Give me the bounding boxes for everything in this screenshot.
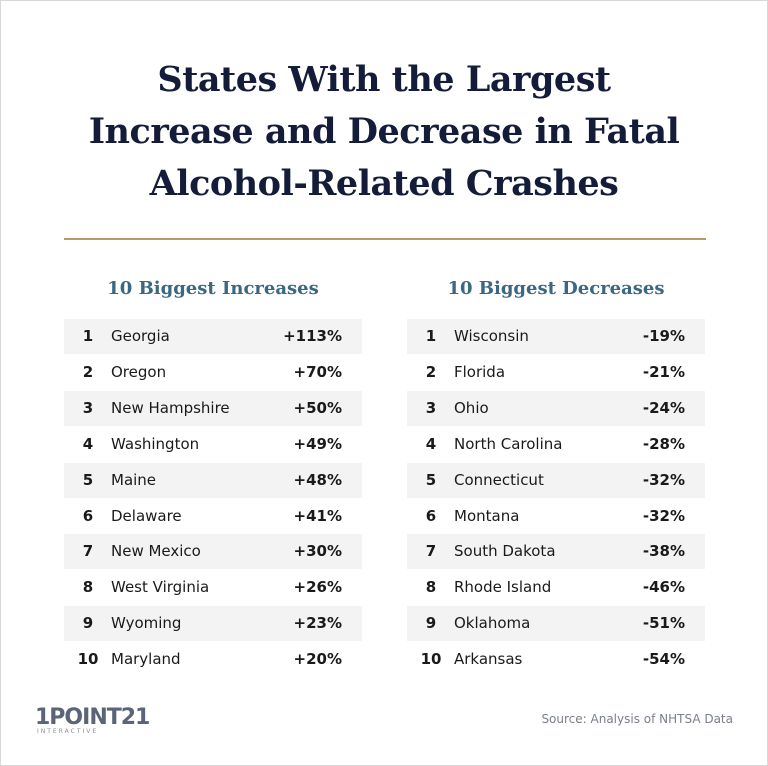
divider bbox=[64, 238, 706, 240]
percent-change: +113% bbox=[283, 327, 342, 345]
state-name: Wyoming bbox=[111, 614, 182, 633]
table-row: 8 Rhode Island -46% bbox=[407, 570, 705, 605]
state-name: South Dakota bbox=[454, 542, 556, 561]
percent-change: +26% bbox=[293, 578, 342, 597]
state-name: Washington bbox=[111, 434, 200, 453]
logo-subtitle: INTERACTIVE bbox=[37, 728, 99, 735]
table-row: 9 Oklahoma -51% bbox=[407, 606, 705, 642]
state-name: Maine bbox=[111, 470, 157, 489]
percent-change: -19% bbox=[642, 327, 685, 345]
state-name: Maryland bbox=[111, 650, 181, 669]
rank: 3 bbox=[425, 398, 437, 417]
rank: 9 bbox=[82, 614, 94, 633]
state-name: Montana bbox=[454, 506, 520, 525]
state-name: Georgia bbox=[111, 327, 170, 345]
table-row: 4 Washington +49% bbox=[64, 427, 362, 462]
logo: 1POINT21 bbox=[35, 705, 150, 730]
state-name: Rhode Island bbox=[454, 578, 552, 597]
table-row: 9 Wyoming +23% bbox=[64, 606, 362, 642]
table-row: 5 Maine +48% bbox=[64, 462, 362, 498]
percent-change: -54% bbox=[642, 650, 685, 669]
state-name: Wisconsin bbox=[454, 327, 529, 345]
table-row: 8 West Virginia +26% bbox=[64, 570, 362, 605]
rank: 4 bbox=[82, 434, 94, 453]
table-row: 6 Montana -32% bbox=[407, 499, 705, 534]
percent-change: -32% bbox=[642, 470, 685, 489]
state-name: West Virginia bbox=[111, 578, 210, 597]
percent-change: -28% bbox=[642, 434, 685, 453]
percent-change: -46% bbox=[642, 578, 685, 597]
table-row: 2 Oregon +70% bbox=[64, 355, 362, 390]
percent-change: -21% bbox=[642, 362, 685, 381]
title-line: States With the Largest bbox=[157, 59, 611, 100]
state-name: Florida bbox=[454, 362, 506, 381]
rank: 5 bbox=[425, 470, 437, 489]
state-name: Oregon bbox=[111, 362, 167, 381]
rank: 10 bbox=[77, 650, 99, 669]
state-name: New Mexico bbox=[111, 542, 201, 561]
table-row: 5 Connecticut -32% bbox=[407, 462, 705, 498]
source: Source: Analysis of NHTSA Data bbox=[541, 712, 733, 726]
rank: 6 bbox=[82, 506, 94, 525]
state-name: New Hampshire bbox=[111, 398, 230, 417]
table-row: 3 Ohio -24% bbox=[407, 390, 705, 426]
percent-change: +23% bbox=[293, 614, 342, 633]
state-name: North Carolina bbox=[454, 434, 563, 453]
rank: 4 bbox=[425, 434, 437, 453]
table-row: 7 South Dakota -38% bbox=[407, 534, 705, 570]
state-name: Arkansas bbox=[454, 650, 523, 669]
rank: 2 bbox=[425, 362, 437, 381]
rank: 8 bbox=[82, 578, 94, 597]
percent-change: -32% bbox=[642, 506, 685, 525]
table-row: 1 Wisconsin -19% bbox=[407, 319, 705, 354]
table-heading: 10 Biggest Increases bbox=[107, 278, 319, 299]
rank: 6 bbox=[425, 506, 437, 525]
table-heading: 10 Biggest Decreases bbox=[447, 278, 665, 299]
rank: 5 bbox=[82, 470, 94, 489]
rank: 10 bbox=[420, 650, 442, 669]
table-row: 10 Arkansas -54% bbox=[407, 642, 705, 677]
percent-change: +41% bbox=[293, 506, 342, 525]
percent-change: -51% bbox=[642, 614, 685, 633]
rank: 1 bbox=[425, 327, 437, 345]
rank: 2 bbox=[82, 362, 94, 381]
rank: 1 bbox=[82, 327, 94, 345]
percent-change: +70% bbox=[293, 362, 342, 381]
percent-change: +49% bbox=[293, 434, 342, 453]
table-row: 7 New Mexico +30% bbox=[64, 534, 362, 570]
percent-change: +48% bbox=[293, 470, 342, 489]
percent-change: -38% bbox=[642, 542, 685, 561]
percent-change: +20% bbox=[293, 650, 342, 669]
rank: 7 bbox=[425, 542, 437, 561]
percent-change: +50% bbox=[293, 398, 342, 417]
title-line: Increase and Decrease in Fatal bbox=[88, 111, 680, 152]
rank: 8 bbox=[425, 578, 437, 597]
table-row: 3 New Hampshire +50% bbox=[64, 390, 362, 426]
rank: 3 bbox=[82, 398, 94, 417]
table-row: 6 Delaware +41% bbox=[64, 499, 362, 534]
rank: 7 bbox=[82, 542, 94, 561]
percent-change: -24% bbox=[642, 398, 685, 417]
table-row: 2 Florida -21% bbox=[407, 355, 705, 390]
rank: 9 bbox=[425, 614, 437, 633]
table-row: 4 North Carolina -28% bbox=[407, 427, 705, 462]
table-row: 1 Georgia +113% bbox=[64, 319, 362, 354]
table-row: 10 Maryland +20% bbox=[64, 642, 362, 677]
state-name: Connecticut bbox=[454, 470, 544, 489]
state-name: Delaware bbox=[111, 506, 182, 525]
percent-change: +30% bbox=[293, 542, 342, 561]
title-line: Alcohol-Related Crashes bbox=[149, 163, 619, 204]
state-name: Oklahoma bbox=[454, 614, 531, 633]
state-name: Ohio bbox=[454, 398, 489, 417]
